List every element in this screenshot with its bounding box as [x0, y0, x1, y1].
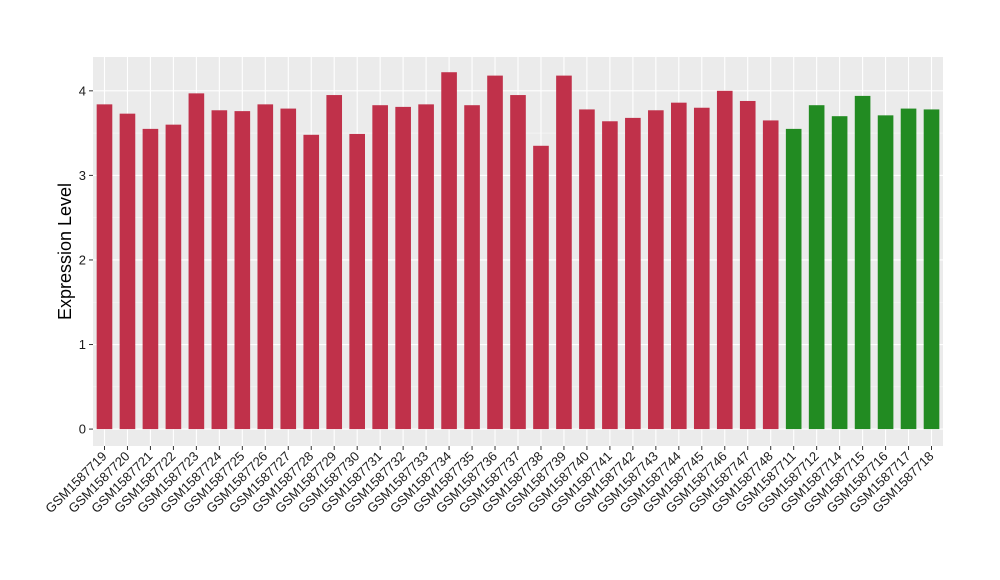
- bar-GSM1587728: [303, 134, 320, 430]
- bar-GSM1587720: [119, 113, 136, 430]
- bar-GSM1587735: [464, 105, 480, 430]
- bars: [96, 72, 940, 430]
- bar-GSM1587743: [648, 110, 664, 430]
- bar-GSM1587711: [785, 128, 802, 430]
- bar-GSM1587718: [923, 109, 940, 430]
- bar-GSM1587712: [808, 105, 825, 430]
- bar-GSM1587745: [693, 107, 710, 430]
- bar-GSM1587717: [900, 108, 917, 430]
- bar-GSM1587725: [234, 111, 251, 430]
- bar-GSM1587747: [739, 100, 756, 430]
- bar-GSM1587740: [579, 109, 595, 430]
- bar-GSM1587736: [487, 75, 503, 430]
- x-axis: GSM1587719GSM1587720GSM1587721GSM1587722…: [42, 446, 937, 516]
- y-axis: 0 1 2 3 4: [79, 83, 93, 437]
- bar-GSM1587729: [326, 95, 343, 430]
- y-tick-label: 2: [79, 252, 86, 267]
- bar-GSM1587719: [96, 104, 113, 430]
- bar-GSM1587734: [441, 72, 457, 430]
- bar-GSM1587744: [671, 102, 687, 430]
- y-tick-label: 4: [79, 83, 86, 98]
- bar-GSM1587739: [556, 75, 572, 430]
- bar-GSM1587726: [257, 104, 274, 430]
- bar-GSM1587733: [418, 104, 434, 430]
- bar-GSM1587722: [165, 124, 182, 430]
- bar-GSM1587742: [625, 117, 641, 430]
- bar-GSM1587715: [854, 95, 871, 430]
- bar-GSM1587727: [280, 108, 297, 430]
- bar-GSM1587741: [602, 121, 618, 430]
- bar-GSM1587738: [533, 145, 549, 430]
- bar-GSM1587714: [831, 116, 848, 430]
- y-tick-label: 3: [79, 168, 86, 183]
- bar-GSM1587731: [372, 105, 388, 430]
- bar-GSM1587746: [716, 90, 733, 430]
- y-tick-label: 0: [79, 422, 86, 437]
- bar-GSM1587716: [877, 115, 894, 430]
- bar-GSM1587748: [762, 120, 779, 430]
- bar-GSM1587730: [349, 133, 365, 430]
- bar-GSM1587721: [142, 128, 159, 430]
- bar-GSM1587732: [395, 106, 411, 430]
- y-tick-label: 1: [79, 337, 86, 352]
- bar-GSM1587724: [211, 110, 228, 430]
- bar-GSM1587723: [188, 93, 205, 430]
- y-axis-title: Expression Level: [55, 183, 75, 320]
- bar-GSM1587737: [510, 95, 526, 430]
